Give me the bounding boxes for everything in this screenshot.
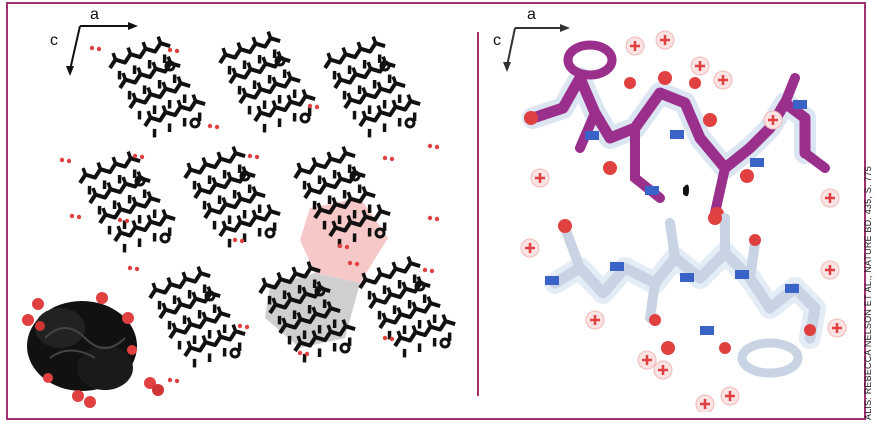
image-credit: ALIS: REBECCA NELSON ET AL., NATURE BD. …	[863, 166, 873, 420]
axes-indicator-left	[66, 22, 138, 76]
space-filling-molecule	[22, 292, 164, 408]
electron-density-image	[503, 24, 848, 412]
center-marker	[683, 184, 689, 197]
axes-indicator-right	[503, 24, 570, 72]
crystal-packing-panel: a c	[10, 8, 465, 412]
axis-a-label: a	[90, 8, 99, 23]
axis-c-label: c	[493, 32, 501, 49]
crystal-packing-image	[22, 22, 465, 408]
axis-a-label: a	[527, 8, 536, 23]
electron-density-panel: a c	[485, 8, 855, 412]
peptide-chain-bottom	[544, 211, 826, 378]
axis-c-label: c	[50, 32, 58, 49]
highlight-gray-region	[265, 273, 360, 348]
panel-divider	[477, 32, 479, 396]
peptide-chain-top	[522, 40, 830, 221]
